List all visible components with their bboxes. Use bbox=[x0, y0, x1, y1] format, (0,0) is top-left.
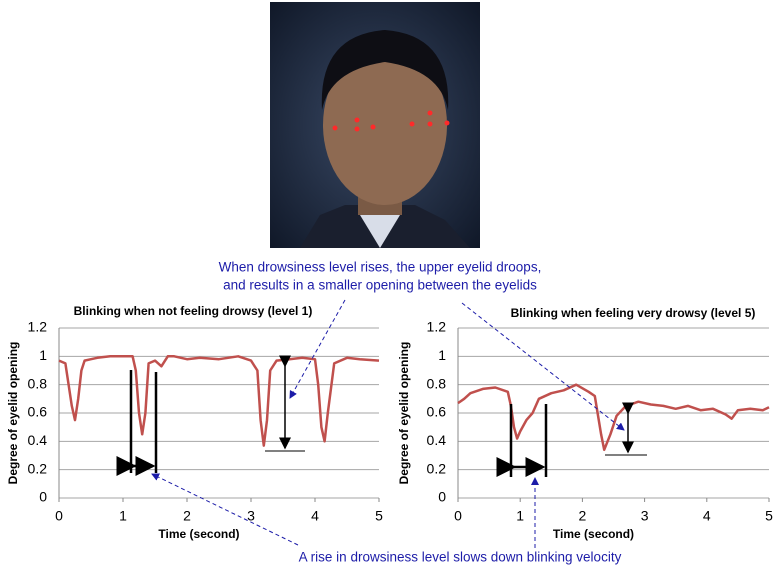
face bbox=[323, 45, 447, 205]
x-tick-label: 4 bbox=[311, 508, 319, 524]
x-tick-label: 4 bbox=[703, 508, 711, 524]
y-tick-label: 0.4 bbox=[28, 432, 48, 448]
x-tick-label: 5 bbox=[765, 508, 773, 524]
eyelid-line bbox=[58, 355, 380, 447]
eye-points bbox=[332, 110, 450, 132]
y-tick-label: 0.6 bbox=[28, 404, 48, 420]
x-tick-label: 1 bbox=[516, 508, 524, 524]
eyelid-line bbox=[457, 383, 770, 452]
y-axis-label: Degree of eyelid opening bbox=[6, 342, 20, 485]
x-tick-label: 0 bbox=[454, 508, 462, 524]
y-tick-label: 1 bbox=[438, 347, 446, 363]
x-tick-label: 2 bbox=[183, 508, 191, 524]
y-tick-label: 0 bbox=[39, 489, 47, 505]
y-tick-label: 1.2 bbox=[427, 319, 447, 335]
x-axis-label: Time (second) bbox=[158, 527, 239, 541]
x-axis-label: Time (second) bbox=[553, 527, 634, 541]
hair bbox=[321, 30, 449, 110]
y-tick-label: 0.6 bbox=[427, 404, 447, 420]
annotation: When drowsiness level rises, the upper e… bbox=[219, 260, 542, 275]
y-tick-label: 0.4 bbox=[427, 432, 447, 448]
x-tick-label: 0 bbox=[55, 508, 63, 524]
face-photo bbox=[270, 2, 480, 248]
chart-title: Blinking when feeling very drowsy (level… bbox=[511, 306, 756, 320]
x-tick-label: 3 bbox=[247, 508, 255, 524]
y-axis-label: Degree of eyelid opening bbox=[397, 342, 411, 485]
y-tick-label: 0.2 bbox=[427, 460, 447, 476]
x-tick-label: 2 bbox=[579, 508, 587, 524]
y-tick-label: 1.2 bbox=[28, 319, 48, 335]
shirt-collar bbox=[360, 215, 400, 248]
y-tick-label: 0 bbox=[438, 489, 446, 505]
annotation: and results in a smaller opening between… bbox=[223, 278, 537, 293]
markers bbox=[116, 355, 647, 477]
chart-title: Blinking when not feeling drowsy (level … bbox=[74, 304, 313, 318]
x-tick-label: 1 bbox=[119, 508, 127, 524]
x-tick-label: 3 bbox=[641, 508, 649, 524]
y-tick-label: 0.2 bbox=[28, 460, 48, 476]
annotation: A rise in drowsiness level slows down bl… bbox=[299, 550, 622, 565]
pointer-lines bbox=[151, 299, 625, 548]
plots: Blinking when not feeling drowsy (level … bbox=[6, 304, 773, 541]
x-tick-label: 5 bbox=[375, 508, 383, 524]
y-tick-label: 0.8 bbox=[28, 375, 48, 391]
y-tick-label: 0.8 bbox=[427, 375, 447, 391]
y-tick-label: 1 bbox=[39, 347, 47, 363]
